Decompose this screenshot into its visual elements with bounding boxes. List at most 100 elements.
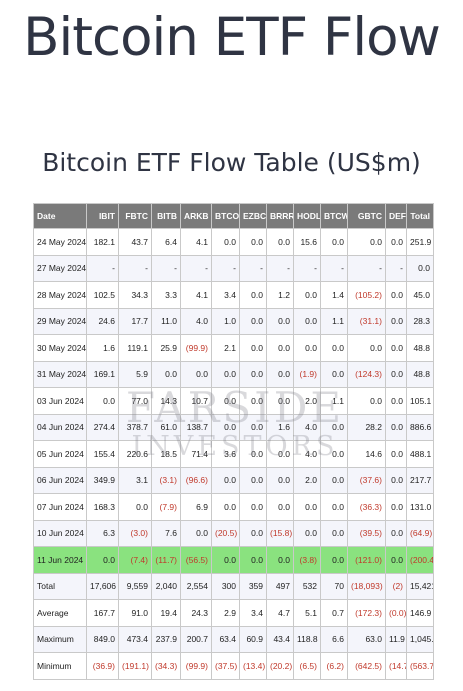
table-row: 24 May 2024 182.1 43.7 6.4 4.1 0.0 0.0 0.0 15.6 0… <box>33 228 434 256</box>
table-cell: (56.5) <box>180 546 212 574</box>
table-cell: 0.0 <box>211 413 240 441</box>
table-cell: 0.0 <box>320 519 348 547</box>
table-cell: 0.7 <box>320 599 348 627</box>
table-cell: (34.3) <box>151 652 181 680</box>
table-cell: 0.0 <box>385 466 407 494</box>
table-cell: 0.0 <box>266 360 294 388</box>
table-row: 29 May 2024 24.6 17.7 11.0 4.0 1.0 0.0 0.0 0.0 1.… <box>33 307 434 335</box>
table-cell: (3.8) <box>293 546 321 574</box>
table-cell: 34.3 <box>118 281 152 309</box>
table-cell: 0.0 <box>266 307 294 335</box>
table-row: 04 Jun 2024 274.4 378.7 61.0 138.7 0.0 0.0 1.6 4… <box>33 413 434 441</box>
table-cell: 28.2 <box>347 413 386 441</box>
table-cell: 17.7 <box>118 307 152 335</box>
table-cell: 43.7 <box>118 228 152 256</box>
table-cell: (6.2) <box>320 652 348 680</box>
table-cell: 70 <box>320 572 348 600</box>
table-cell: 0.0 <box>266 334 294 362</box>
table-cell: (3.1) <box>151 466 181 494</box>
table-cell: (7.4) <box>118 546 152 574</box>
table-row: 07 Jun 2024 168.3 0.0 (7.9) 6.9 0.0 0.0 0.0 0.0 0… <box>33 493 434 521</box>
table-cell: 0.0 <box>406 254 434 282</box>
table-cell: 0.0 <box>293 307 321 335</box>
table-cell: 102.5 <box>86 281 119 309</box>
table-cell: 7.6 <box>151 519 181 547</box>
table-cell: 0.0 <box>266 387 294 415</box>
table-cell: 220.6 <box>118 440 152 468</box>
column-header-ezbc: EZBC <box>239 203 267 229</box>
column-header-ibit: IBIT <box>86 203 119 229</box>
table-row: Total 17,606 9,559 2,040 2,554 300 359 497 532 70… <box>33 572 434 600</box>
table-cell: 300 <box>211 572 240 600</box>
table-cell: (36.9) <box>86 652 119 680</box>
column-header-fbtc: FBTC <box>118 203 152 229</box>
table-cell: (20.2) <box>266 652 294 680</box>
etf-flow-table: Date IBIT FBTC BITB ARKB BTCO EZBC BRRR HODL BTCW… <box>33 203 434 680</box>
table-row: 10 Jun 2024 6.3 (3.0) 7.6 0.0 (20.5) 0.0 (15.8)… <box>33 519 434 547</box>
table-cell: 0.0 <box>239 307 267 335</box>
table-cell: 4.1 <box>180 228 212 256</box>
table-cell: 18.5 <box>151 440 181 468</box>
table-cell: 0.0 <box>239 387 267 415</box>
table-row: 30 May 2024 1.6 119.1 25.9 (99.9) 2.1 0.0 0.0 0.… <box>33 334 434 362</box>
table-cell: 3.3 <box>151 281 181 309</box>
table-header-row: Date IBIT FBTC BITB ARKB BTCO EZBC BRRR HODL BTCW… <box>33 203 434 229</box>
row-label: Minimum <box>33 652 87 680</box>
table-cell: 0.0 <box>239 413 267 441</box>
table-cell: 0.0 <box>320 493 348 521</box>
table-cell: 48.8 <box>406 334 434 362</box>
table-cell: 0.0 <box>239 519 267 547</box>
table-row: Maximum 849.0 473.4 237.9 200.7 63.4 60.9 43.4 1… <box>33 625 434 653</box>
table-cell: 48.8 <box>406 360 434 388</box>
table-cell: 168.3 <box>86 493 119 521</box>
table-cell: - <box>180 254 212 282</box>
table-cell: (31.1) <box>347 307 386 335</box>
table-cell: 0.0 <box>293 334 321 362</box>
table-cell: 4.0 <box>293 440 321 468</box>
table-cell: 60.9 <box>239 625 267 653</box>
table-cell: (6.5) <box>293 652 321 680</box>
table-cell: 0.0 <box>266 228 294 256</box>
column-header-defi: DEFI <box>385 203 407 229</box>
table-cell: 2.9 <box>211 599 240 627</box>
table-cell: (105.2) <box>347 281 386 309</box>
table-cell: 0.0 <box>385 334 407 362</box>
table-cell: 1.4 <box>320 281 348 309</box>
table-cell: 0.0 <box>320 546 348 574</box>
table-cell: 0.0 <box>239 440 267 468</box>
table-cell: 138.7 <box>180 413 212 441</box>
row-label: 07 Jun 2024 <box>33 493 87 521</box>
table-cell: 0.0 <box>180 519 212 547</box>
table-cell: (172.3) <box>347 599 386 627</box>
table-cell: 0.0 <box>293 281 321 309</box>
table-cell: 14.6 <box>347 440 386 468</box>
table-cell: 0.0 <box>293 519 321 547</box>
table-cell: 4.0 <box>180 307 212 335</box>
table-cell: 0.0 <box>320 228 348 256</box>
table-cell: 169.1 <box>86 360 119 388</box>
table-cell: 11.9 <box>385 625 407 653</box>
table-row: Average 167.7 91.0 19.4 24.3 2.9 3.4 4.7 5.1 0.7(… <box>33 599 434 627</box>
table-cell: 237.9 <box>151 625 181 653</box>
table-cell: 10.7 <box>180 387 212 415</box>
table-cell: 146.9 <box>406 599 434 627</box>
table-cell: (15.8) <box>266 519 294 547</box>
table-cell: 849.0 <box>86 625 119 653</box>
table-cell: 91.0 <box>118 599 152 627</box>
table-cell: 0.0 <box>211 360 240 388</box>
table-cell: 0.0 <box>385 360 407 388</box>
table-cell: 63.0 <box>347 625 386 653</box>
table-cell: (2) <box>385 572 407 600</box>
table-cell: 131.0 <box>406 493 434 521</box>
table-cell: 5.9 <box>118 360 152 388</box>
table-cell: (64.9) <box>406 519 434 547</box>
table-cell: 0.0 <box>211 466 240 494</box>
table-cell: 0.0 <box>86 387 119 415</box>
table-cell: 0.0 <box>239 281 267 309</box>
table-cell: 274.4 <box>86 413 119 441</box>
table-cell: - <box>86 254 119 282</box>
table-cell: 4.1 <box>180 281 212 309</box>
table-cell: 200.7 <box>180 625 212 653</box>
table-cell: - <box>347 254 386 282</box>
table-cell: 1.0 <box>211 307 240 335</box>
